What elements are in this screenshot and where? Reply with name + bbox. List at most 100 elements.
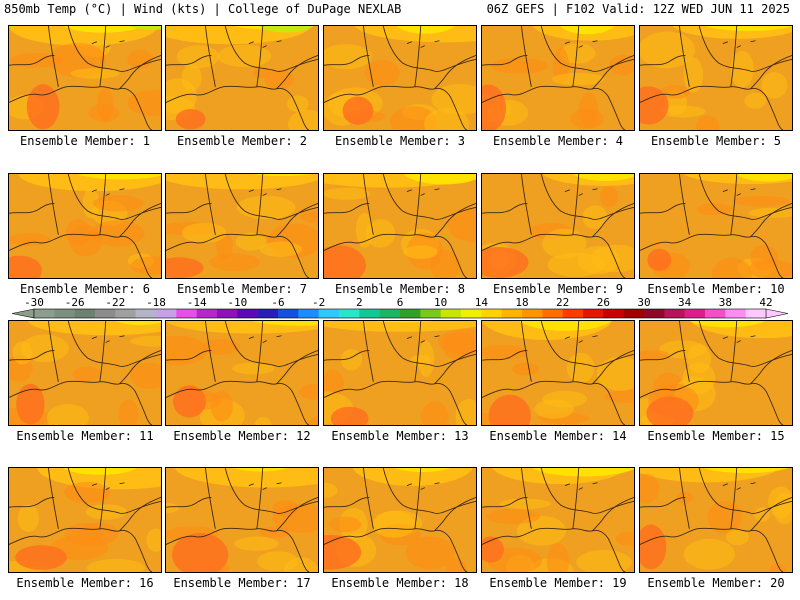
colorbar-right-arrow — [765, 308, 789, 319]
temperature-map — [640, 468, 792, 572]
colorbar-swatch — [318, 309, 340, 318]
temperature-map — [9, 174, 161, 278]
colorbar-swatch — [501, 309, 523, 318]
temperature-map — [324, 26, 476, 130]
ensemble-member-label: Ensemble Member: 9 — [492, 282, 624, 296]
ensemble-member-label: Ensemble Member: 3 — [334, 134, 466, 148]
ensemble-member-label: Ensemble Member: 7 — [176, 282, 308, 296]
colorbar-swatch — [481, 309, 502, 318]
colorbar-swatch — [725, 309, 746, 318]
ensemble-member-label: Ensemble Member: 14 — [489, 429, 627, 443]
ensemble-member-label: Ensemble Member: 13 — [331, 429, 469, 443]
ensemble-member-label: Ensemble Member: 12 — [173, 429, 311, 443]
colorbar-swatch — [379, 309, 401, 318]
colorbar-tick-label: 22 — [556, 296, 569, 309]
temperature-map — [482, 174, 634, 278]
colorbar-swatch — [196, 309, 218, 318]
temperature-map — [640, 174, 792, 278]
temperature-map — [166, 26, 318, 130]
colorbar-tick-label: -22 — [105, 296, 125, 309]
temperature-map — [9, 468, 161, 572]
ensemble-map-panel — [481, 173, 635, 279]
colorbar-tick-label: 2 — [356, 296, 363, 309]
colorbar-swatch — [156, 309, 177, 318]
colorbar-swatch — [420, 309, 441, 318]
ensemble-member-label: Ensemble Member: 17 — [173, 576, 311, 590]
colorbar-swatch — [542, 309, 563, 318]
ensemble-map-panel — [8, 173, 162, 279]
colorbar-swatch — [339, 309, 360, 318]
colorbar-tick-label: 14 — [475, 296, 489, 309]
colorbar-swatch — [74, 309, 96, 318]
ensemble-member-label: Ensemble Member: 1 — [19, 134, 151, 148]
colorbar-swatch — [583, 309, 604, 318]
colorbar-swatch — [684, 309, 706, 318]
colorbar-swatch — [440, 309, 462, 318]
temperature-map — [166, 468, 318, 572]
ensemble-map-panel — [323, 467, 477, 573]
colorbar-tick-label: -10 — [227, 296, 247, 309]
colorbar-swatch — [664, 309, 685, 318]
ensemble-map-panel — [481, 25, 635, 131]
ensemble-map-panel — [639, 25, 793, 131]
ensemble-member-label: Ensemble Member: 6 — [19, 282, 151, 296]
ensemble-map-panel — [323, 173, 477, 279]
ensemble-map-panel — [323, 25, 477, 131]
ensemble-map-panel — [323, 320, 477, 426]
ensemble-map-panel — [165, 25, 319, 131]
colorbar-swatch — [623, 309, 645, 318]
colorbar-swatch — [644, 309, 665, 318]
header-title: 850mb Temp (°C) | Wind (kts) | College o… — [4, 2, 402, 16]
colorbar-svg: -30 -26 -22 -18 -14 -10 -6 -2 2 6 10 14 18 22 26 30 34 38… — [11, 296, 789, 319]
colorbar-tick-label: 30 — [637, 296, 650, 309]
ensemble-map-panel — [481, 467, 635, 573]
colorbar-tick-label: 26 — [597, 296, 610, 309]
temperature-map — [482, 468, 634, 572]
colorbar-swatch — [115, 309, 136, 318]
colorbar-swatch — [278, 309, 299, 318]
ensemble-map-panel — [639, 320, 793, 426]
colorbar-swatch — [176, 309, 197, 318]
colorbar-swatch — [135, 309, 157, 318]
colorbar-swatch — [562, 309, 584, 318]
colorbar-tick-label: -26 — [65, 296, 85, 309]
colorbar-swatch — [705, 309, 726, 318]
ensemble-member-label: Ensemble Member: 8 — [334, 282, 466, 296]
temperature-map — [482, 321, 634, 425]
temperature-map — [640, 26, 792, 130]
ensemble-member-label: Ensemble Member: 5 — [650, 134, 782, 148]
colorbar-swatch — [400, 309, 421, 318]
colorbar-swatch — [603, 309, 624, 318]
ensemble-member-label: Ensemble Member: 20 — [647, 576, 785, 590]
colorbar-tick-label: -6 — [271, 296, 284, 309]
ensemble-map-panel — [639, 173, 793, 279]
colorbar-swatch — [34, 309, 55, 318]
temperature-map — [640, 321, 792, 425]
temperature-colorbar: -30 -26 -22 -18 -14 -10 -6 -2 2 6 10 14 18 22 26 30 34 38… — [0, 296, 800, 322]
ensemble-member-label: Ensemble Member: 2 — [176, 134, 308, 148]
colorbar-tick-label: 38 — [719, 296, 732, 309]
colorbar-tick-label: -18 — [146, 296, 166, 309]
colorbar-swatch — [237, 309, 258, 318]
colorbar-swatch — [217, 309, 238, 318]
temperature-map — [482, 26, 634, 130]
colorbar-tick-label: 34 — [678, 296, 692, 309]
ensemble-member-label: Ensemble Member: 15 — [647, 429, 785, 443]
ensemble-member-label: Ensemble Member: 19 — [489, 576, 627, 590]
colorbar-tick-label: 10 — [434, 296, 447, 309]
ensemble-map-panel — [165, 320, 319, 426]
temperature-map — [166, 174, 318, 278]
ensemble-member-label: Ensemble Member: 11 — [16, 429, 154, 443]
ensemble-member-label: Ensemble Member: 18 — [331, 576, 469, 590]
colorbar-swatch — [54, 309, 75, 318]
colorbar-swatch — [257, 309, 279, 318]
colorbar-tick-label: -30 — [24, 296, 44, 309]
colorbar-tick-label: 6 — [397, 296, 404, 309]
colorbar-swatch — [95, 309, 116, 318]
header-valid-time: 06Z GEFS | F102 Valid: 12Z WED JUN 11 20… — [486, 2, 790, 16]
ensemble-map-panel — [8, 467, 162, 573]
ensemble-map-panel — [165, 173, 319, 279]
ensemble-map-panel — [165, 467, 319, 573]
ensemble-map-panel — [8, 25, 162, 131]
ensemble-member-label: Ensemble Member: 4 — [492, 134, 624, 148]
